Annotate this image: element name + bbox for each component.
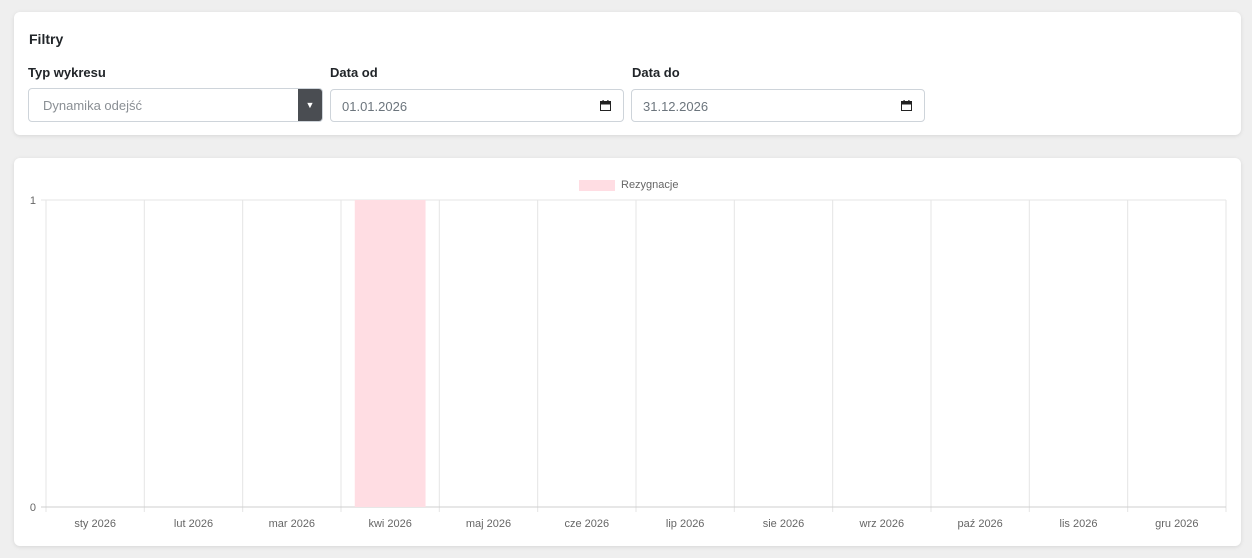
date-to-input[interactable]: 31.12.2026 bbox=[631, 89, 925, 122]
x-tick-label: sie 2026 bbox=[763, 518, 805, 530]
calendar-icon[interactable] bbox=[600, 100, 611, 111]
date-from-value: 01.01.2026 bbox=[342, 99, 408, 114]
legend-label: Rezygnacje bbox=[621, 179, 679, 191]
x-tick-label: paź 2026 bbox=[958, 518, 1003, 530]
calendar-icon[interactable] bbox=[901, 100, 912, 111]
chevron-down-icon[interactable]: ▼ bbox=[298, 89, 322, 121]
x-tick-label: kwi 2026 bbox=[368, 518, 411, 530]
y-tick-label: 1 bbox=[30, 195, 36, 207]
date-to-value: 31.12.2026 bbox=[643, 99, 709, 114]
chart-legend[interactable]: Rezygnacje bbox=[579, 179, 678, 191]
y-tick-label: 0 bbox=[30, 502, 36, 514]
x-tick-label: mar 2026 bbox=[269, 518, 315, 530]
date-from-input[interactable]: 01.01.2026 bbox=[330, 89, 624, 122]
x-tick-label: lut 2026 bbox=[174, 518, 213, 530]
x-tick-label: wrz 2026 bbox=[859, 518, 905, 530]
x-tick-label: cze 2026 bbox=[565, 518, 610, 530]
filters-panel: Filtry Typ wykresu Dynamika odejść ▼ Dat… bbox=[14, 12, 1241, 135]
bar-chart: 0 1 sty 2026 lut 2026 mar 2026 kwi 2026 maj 20… bbox=[30, 195, 1227, 530]
x-tick-label: sty 2026 bbox=[74, 518, 116, 530]
bar bbox=[354, 200, 426, 507]
filters-title: Filtry bbox=[29, 31, 64, 47]
chart-type-label: Typ wykresu bbox=[28, 65, 106, 80]
x-tick-label: lis 2026 bbox=[1060, 518, 1098, 530]
date-to-label: Data do bbox=[632, 65, 680, 80]
legend-swatch bbox=[579, 179, 615, 191]
chart-panel: Rezygnacje 0 1 sty 2026 lut 2026 mar 2026 kwi… bbox=[14, 158, 1241, 546]
x-tick-label: lip 2026 bbox=[666, 518, 705, 530]
date-from-label: Data od bbox=[330, 65, 378, 80]
chart-type-select[interactable]: Dynamika odejść ▼ bbox=[28, 88, 323, 122]
x-tick-label: maj 2026 bbox=[466, 518, 511, 530]
x-tick-label: gru 2026 bbox=[1155, 518, 1198, 530]
chart-type-value: Dynamika odejść bbox=[43, 98, 142, 113]
